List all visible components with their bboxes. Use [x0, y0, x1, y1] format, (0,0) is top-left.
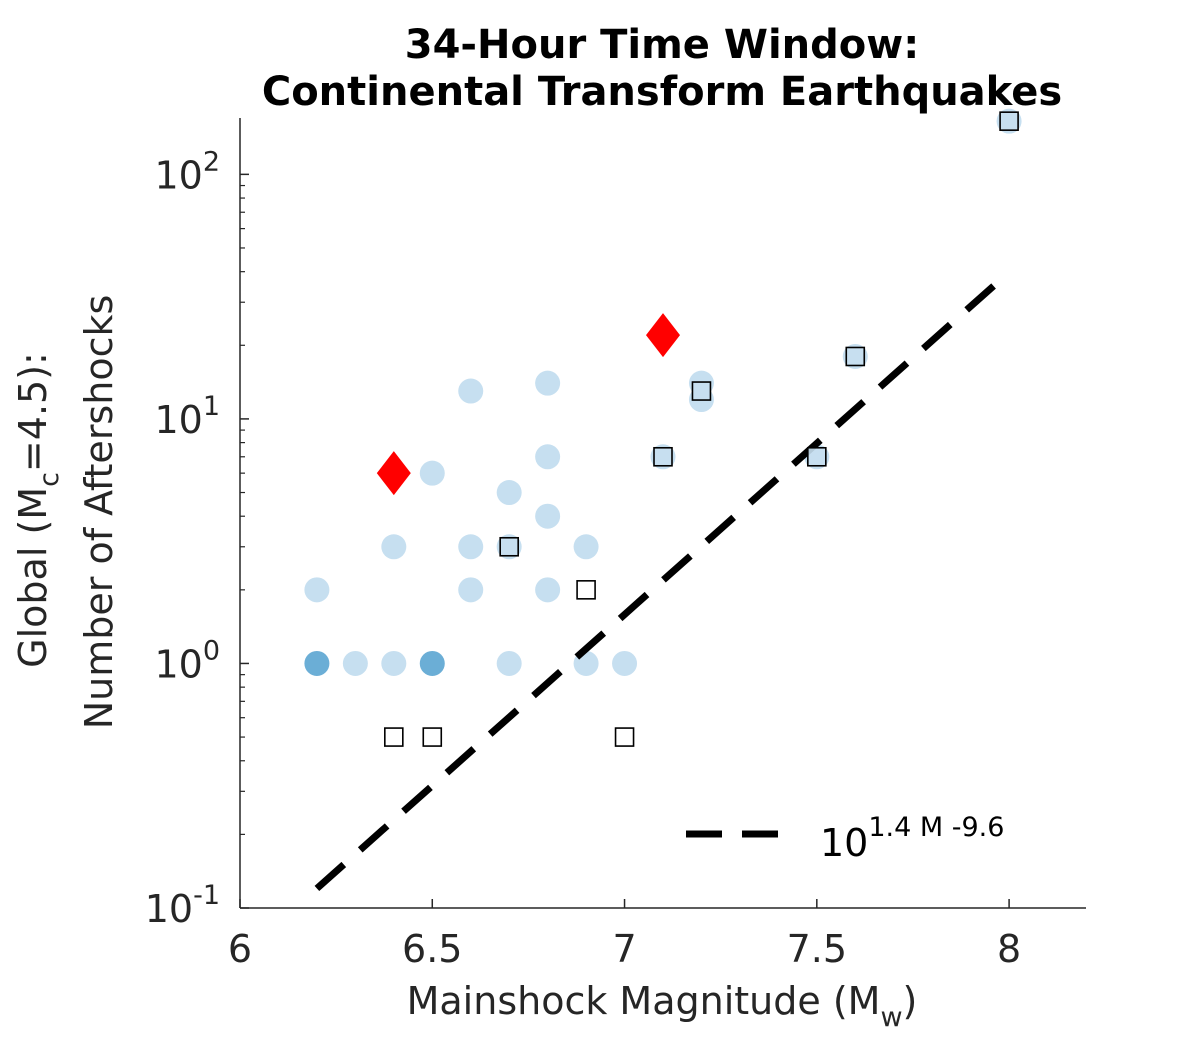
chart-title-line-2: Continental Transform Earthquakes [262, 69, 1062, 115]
legend-fit-label: 101.4 M -9.6 [820, 812, 1004, 865]
y-tick-label: 10-1 [145, 880, 220, 931]
square-point [576, 580, 596, 600]
square-point [807, 446, 827, 467]
circle-point [535, 577, 561, 603]
legend: 101.4 M -9.6 [686, 812, 1004, 865]
circle-point [458, 378, 484, 404]
x-tick-label: 6 [228, 927, 252, 971]
circle-markers [304, 108, 1022, 676]
circle-point [458, 534, 484, 560]
circle-point [573, 534, 599, 560]
square-point [999, 111, 1019, 131]
y-axis-label-line-2: Number of Aftershocks [77, 295, 121, 730]
circle-point [535, 444, 561, 470]
x-tick-label: 7.5 [787, 927, 847, 971]
square-point [614, 727, 635, 747]
square-markers [384, 111, 1019, 747]
circle-point [304, 650, 330, 676]
chart-title-line-1: 34-Hour Time Window: [405, 22, 919, 68]
circle-point [535, 370, 561, 396]
x-tick-label: 6.5 [402, 927, 462, 971]
circle-point [304, 577, 330, 603]
circle-point [381, 650, 407, 676]
y-ticks: 10-1 100 101 102 [145, 146, 249, 931]
fit-line-layer [314, 269, 1012, 892]
circle-point [496, 480, 522, 506]
circle-point [419, 460, 445, 486]
square-point [384, 727, 404, 747]
circle-point [612, 650, 638, 676]
circle-point [496, 650, 522, 676]
fit-line [314, 269, 1012, 892]
diamond-point [376, 451, 411, 496]
y-tick-label: 101 [154, 391, 220, 442]
square-point [499, 536, 519, 557]
square-point [691, 381, 712, 401]
x-axis-label: Mainshock Magnitude (Mw) [407, 979, 918, 1033]
circle-point [342, 650, 368, 676]
square-point [422, 727, 443, 747]
circle-point [458, 577, 484, 603]
circle-point [535, 503, 561, 529]
circle-point [419, 650, 445, 676]
diamond-point [646, 313, 680, 358]
diamond-markers [376, 313, 680, 496]
x-tick-label: 8 [997, 927, 1021, 971]
circle-point [381, 534, 407, 560]
x-tick-label: 7 [612, 927, 636, 971]
square-point [845, 346, 866, 367]
x-ticks: 6 6.5 7 7.5 8 [228, 899, 1021, 971]
y-tick-label: 100 [154, 635, 220, 686]
square-point [653, 446, 673, 467]
y-tick-label: 102 [154, 146, 220, 197]
y-axis-label-line-1: Global (Mc=4.5): [11, 352, 65, 668]
